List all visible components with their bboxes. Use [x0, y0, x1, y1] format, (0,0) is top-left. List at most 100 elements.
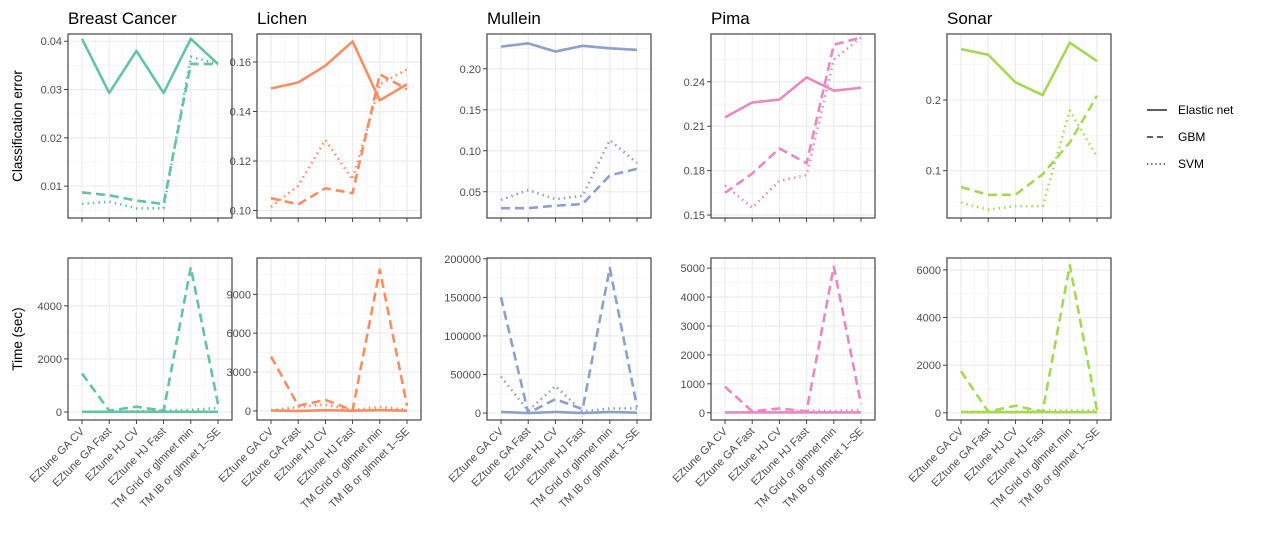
y-tick-label: 2000 — [38, 354, 62, 366]
panel-title: Pima — [711, 9, 750, 28]
y-tick-label: 0 — [935, 408, 941, 420]
series-line-svm — [960, 109, 1099, 211]
y-tick-label: 6000 — [227, 328, 251, 340]
series-line-gbm — [960, 95, 1099, 197]
panel-border — [946, 257, 1112, 421]
series-line-elastic-net — [724, 76, 862, 119]
legend-label: SVM — [1178, 157, 1204, 171]
series-line-elastic-net — [500, 410, 638, 415]
series-line-svm — [270, 68, 408, 208]
y-axis-title: Time (sec) — [10, 307, 25, 370]
series-line-gbm — [270, 73, 408, 206]
y-tick-label: 50000 — [450, 369, 481, 381]
y-tick-label: 0.16 — [230, 57, 251, 69]
y-tick-label: 0.18 — [684, 166, 705, 178]
series-line-svm — [499, 375, 637, 413]
error-plot: 0.05 0.10 0.15 0.20 — [460, 33, 652, 222]
chart-panels: Breast Cancer0.010.020.030.04020004000EZ… — [28, 9, 1112, 511]
series-line-gbm — [724, 36, 862, 194]
series-line-gbm — [81, 62, 218, 206]
y-tick-label: 3000 — [681, 321, 705, 333]
y-tick-label: 1000 — [681, 379, 705, 391]
y-tick-label: 2000 — [681, 350, 705, 362]
series-line-svm — [81, 55, 219, 210]
y-tick-label: 0.01 — [41, 181, 62, 193]
y-tick-label: 0.12 — [230, 156, 251, 168]
panel-border — [256, 33, 422, 219]
y-tick-label: 4000 — [917, 313, 941, 325]
panel-pima: Pima 0.15 0.18 0.21 0.24 0 1000 2000 3000 4000 500… — [671, 9, 876, 511]
series-line-svm — [270, 403, 408, 412]
y-tick-label: 0.1 — [926, 166, 941, 178]
panel-border — [710, 33, 876, 219]
series-line-elastic-net — [500, 42, 638, 53]
series-line-svm — [82, 406, 219, 414]
panel-border — [710, 257, 876, 421]
series-line-gbm — [501, 167, 638, 210]
y-tick-label: 0.21 — [684, 121, 705, 133]
error-plot: 0.01 0.02 0.03 0.04 — [41, 33, 233, 222]
series-line-elastic-net — [960, 41, 1098, 97]
y-tick-label: 0 — [245, 406, 251, 418]
y-tick-label: 0.15 — [460, 105, 481, 117]
panel-mullein: Mullein 0.05 0.10 0.15 0.20 0 50000 100000 15000… — [444, 9, 652, 511]
legend-label: GBM — [1178, 130, 1205, 144]
series-line-elastic-net — [270, 408, 408, 413]
panel-title: Lichen — [257, 9, 307, 28]
series-line-svm — [724, 408, 862, 414]
y-tick-label: 4000 — [681, 292, 705, 304]
panel-border — [256, 257, 422, 421]
y-tick-label: 0.03 — [41, 85, 62, 97]
panel-breast-cancer: Breast Cancer0.010.020.030.04020004000EZ… — [28, 9, 233, 511]
series-line-svm — [961, 409, 1097, 413]
y-tick-label: 0.2 — [926, 95, 941, 107]
y-tick-label: 0.24 — [684, 77, 705, 89]
panel-title: Sonar — [947, 9, 993, 28]
y-tick-label: 0.10 — [230, 206, 251, 218]
series-line-gbm — [724, 265, 863, 413]
series-line-gbm — [959, 263, 1099, 413]
error-plot: 0.15 0.18 0.21 0.24 — [684, 33, 876, 222]
legend-label: Elastic net — [1178, 103, 1234, 117]
legend: Elastic net GBM SVM — [1147, 103, 1234, 171]
y-tick-label: 5000 — [681, 263, 705, 275]
series-line-elastic-net — [270, 40, 408, 102]
y-tick-label: 0.15 — [684, 210, 705, 222]
series-line-svm — [724, 36, 862, 209]
y-tick-label: 150000 — [444, 292, 481, 304]
panel-border — [946, 33, 1112, 219]
panel-lichen: Lichen0.100.120.140.160300060009000EZtun… — [217, 9, 422, 511]
y-tick-label: 0 — [699, 408, 705, 420]
y-tick-label: 200000 — [444, 254, 481, 266]
y-tick-label: 0 — [475, 408, 481, 420]
series-line-gbm — [269, 268, 409, 412]
y-tick-label: 9000 — [227, 289, 251, 301]
y-tick-label: 4000 — [38, 301, 62, 313]
y-tick-label: 0.04 — [41, 36, 62, 48]
y-tick-label: 3000 — [227, 367, 251, 379]
y-tick-label: 0.14 — [230, 107, 251, 119]
series-line-gbm — [499, 266, 639, 415]
y-tick-label: 0.05 — [460, 187, 481, 199]
y-tick-label: 0.02 — [41, 133, 62, 145]
error-plot: 0.1 0.2 — [926, 33, 1112, 222]
y-tick-label: 0.20 — [460, 64, 481, 76]
row-axis-titles: Classification error Time (sec) — [10, 70, 25, 371]
y-tick-label: 0.10 — [460, 146, 481, 158]
series-line-elastic-net — [80, 37, 219, 95]
panel-title: Breast Cancer — [68, 9, 177, 28]
y-tick-label: 100000 — [444, 331, 481, 343]
panel-border — [67, 257, 233, 421]
y-tick-label: 2000 — [917, 360, 941, 372]
y-tick-label: 6000 — [917, 265, 941, 277]
panel-border — [486, 33, 652, 219]
panel-border — [67, 33, 233, 219]
y-axis-title: Classification error — [10, 70, 25, 182]
series-line-gbm — [80, 265, 220, 413]
